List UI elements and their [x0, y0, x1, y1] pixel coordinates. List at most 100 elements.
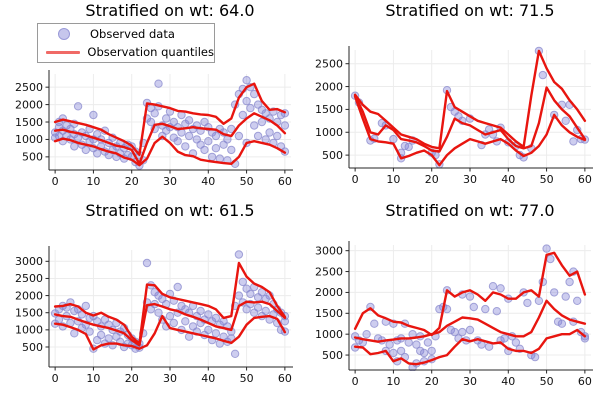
observed-point — [280, 121, 290, 130]
observed-point — [569, 137, 578, 146]
observed-point — [257, 288, 267, 297]
axes — [45, 246, 293, 371]
x-tick-label: 40 — [201, 175, 215, 188]
observed-point — [416, 346, 425, 356]
observed-point — [546, 254, 555, 264]
observed-point — [253, 303, 263, 312]
x-tick-label: 10 — [386, 375, 400, 388]
quantile-line-lower — [353, 328, 587, 366]
observed-point — [200, 145, 209, 155]
x-tick-label: 0 — [352, 375, 359, 388]
observed-point — [496, 284, 505, 293]
observed-point — [538, 70, 548, 80]
plot-canvas-0: 0 10 20 30 40 50 60 500 1000 1500 2000 2500 — [15, 70, 293, 188]
observed-point — [534, 296, 544, 306]
observed-point — [169, 318, 179, 328]
axes — [45, 70, 293, 174]
plot-canvas-1: 0 10 20 30 40 50 60 500 1000 1500 2000 2500 — [315, 46, 593, 186]
observed-point — [150, 109, 159, 118]
x-tick-label: 60 — [278, 175, 292, 188]
quantile-line-upper — [53, 82, 287, 157]
observed-point — [423, 338, 433, 347]
quantile-line-lower — [53, 314, 287, 351]
quantile-line-upper — [353, 251, 587, 337]
observed-point — [154, 79, 163, 88]
y-tick-label: 2000 — [315, 286, 343, 299]
plot-canvas-3: 0 10 20 30 40 50 60 500 1000 1500 2000 2500 3000 — [315, 241, 593, 388]
observed-point — [227, 145, 236, 155]
observed-point — [181, 142, 190, 151]
observed-point — [154, 308, 163, 317]
quantile-line-median — [353, 86, 587, 153]
observed-point — [385, 340, 394, 349]
x-tick-label: 30 — [463, 375, 477, 388]
y-tick-label: 500 — [322, 349, 343, 362]
legend: Observed data Observation quantiles — [37, 23, 215, 63]
observed-point — [488, 282, 498, 291]
observed-point — [246, 289, 255, 299]
y-tick-label: 3000 — [315, 244, 343, 257]
observed-point — [184, 131, 194, 141]
observed-point — [458, 327, 467, 337]
observed-point — [465, 325, 475, 335]
quantile-line-lower — [353, 95, 587, 167]
quantile-line-median — [353, 299, 587, 343]
y-tick-label: 2500 — [15, 272, 43, 285]
y-tick-label: 500 — [22, 341, 43, 354]
y-tick-label: 1000 — [15, 133, 43, 146]
tick-labels: 0 10 20 30 40 50 60 500 1000 1500 2000 2500 — [315, 58, 592, 186]
observed-point — [362, 330, 371, 339]
y-tick-label: 2000 — [15, 98, 43, 111]
observed-points — [50, 76, 290, 170]
observed-point — [273, 131, 282, 141]
observed-point — [81, 301, 91, 311]
y-tick-label: 500 — [22, 151, 43, 164]
x-tick-label: 30 — [163, 175, 177, 188]
observed-point — [257, 117, 267, 127]
observed-point — [70, 142, 79, 151]
x-tick-label: 0 — [52, 175, 59, 188]
tick-labels: 0 10 20 30 40 50 60 500 1000 1500 2000 2500 3000 — [315, 244, 592, 388]
observed-data-marker-icon — [58, 28, 70, 40]
observed-point — [204, 137, 213, 146]
observed-point — [184, 116, 194, 125]
y-tick-label: 3000 — [15, 255, 43, 268]
observed-point — [561, 116, 570, 126]
observed-point — [173, 137, 182, 146]
observed-point — [238, 110, 248, 120]
observed-point — [412, 340, 421, 349]
observed-point — [146, 117, 156, 127]
y-tick-label: 1000 — [315, 126, 343, 139]
subplot-wt-71-5: 0 10 20 30 40 50 60 500 1000 1500 2000 2500 Stratif… — [300, 0, 600, 200]
observed-point — [573, 296, 582, 306]
x-tick-label: 50 — [240, 372, 254, 385]
legend-label: Observation quantiles — [87, 45, 214, 59]
gridlines — [349, 50, 591, 168]
x-tick-label: 0 — [352, 173, 359, 186]
observed-point — [204, 325, 213, 335]
observed-point — [89, 110, 98, 120]
observed-point — [565, 277, 574, 287]
observed-point — [404, 338, 413, 347]
plot-canvas-2: 0 10 20 30 40 50 60 500 1000 1500 2000 2500 3000 — [15, 246, 293, 385]
y-tick-label: 2500 — [315, 58, 343, 71]
x-tick-label: 40 — [501, 375, 515, 388]
observed-point — [523, 298, 532, 308]
x-tick-label: 10 — [386, 173, 400, 186]
subplot-wt-64-0: 0 10 20 30 40 50 60 500 1000 1500 2000 2500 Stratif… — [0, 0, 300, 200]
y-tick-label: 1500 — [15, 307, 43, 320]
observed-point — [542, 244, 551, 253]
subplot-title: Stratified on wt: 64.0 — [85, 1, 255, 20]
observed-point — [389, 348, 398, 358]
y-tick-label: 1500 — [315, 103, 343, 116]
x-tick-label: 20 — [425, 173, 439, 186]
observed-point — [234, 250, 244, 259]
legend-item-observation-quantiles: Observation quantiles — [38, 43, 214, 61]
y-tick-label: 1500 — [315, 307, 343, 320]
observed-point — [511, 338, 521, 347]
observed-point — [242, 76, 251, 85]
observed-point — [242, 96, 251, 106]
y-tick-label: 1500 — [15, 116, 43, 129]
observed-point — [81, 145, 91, 155]
observed-point — [370, 319, 379, 328]
